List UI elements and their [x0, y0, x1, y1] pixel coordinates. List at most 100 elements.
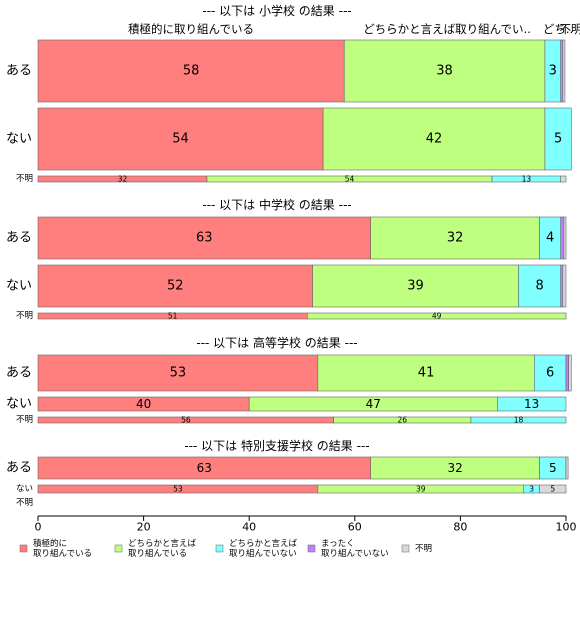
- data-label: 40: [136, 397, 151, 411]
- bar-segment: [562, 264, 567, 308]
- bar-segment: [539, 484, 567, 494]
- data-label: 3: [549, 64, 557, 79]
- bar-segment: [37, 354, 319, 392]
- data-label: 52: [167, 279, 184, 294]
- data-label: 54: [172, 132, 189, 147]
- data-label: 8: [535, 279, 543, 294]
- data-label: 58: [183, 64, 200, 79]
- data-label: 3: [529, 485, 534, 494]
- bar-segment: [560, 216, 565, 260]
- legend-label: まったく: [321, 539, 355, 549]
- legend-swatch: [307, 544, 316, 553]
- data-label: 49: [432, 312, 442, 321]
- bar-segment: [370, 216, 540, 260]
- bar-segment: [306, 312, 567, 320]
- bar-row-label: 不明: [16, 174, 33, 184]
- data-label: 47: [366, 397, 381, 411]
- top-label: 不明: [560, 22, 580, 36]
- data-label: 63: [196, 231, 213, 246]
- bar-segment: [560, 175, 567, 183]
- legend-label: 取り組んでいる: [128, 548, 187, 559]
- top-label: どち..: [543, 22, 573, 36]
- bar-segment: [343, 39, 546, 103]
- data-label: 53: [173, 485, 183, 494]
- data-label: 5: [554, 132, 562, 147]
- legend-swatch: [114, 544, 123, 553]
- data-label: 32: [447, 461, 462, 475]
- legend-swatch: [19, 544, 28, 553]
- bar-row-label: 不明: [16, 415, 33, 425]
- legend-swatch: [401, 544, 410, 553]
- group-title: --- 以下は 高等学校 の結果 ---: [196, 335, 357, 350]
- bar-segment: [565, 354, 569, 392]
- data-label: 26: [398, 416, 408, 425]
- top-label: 積極的に取り組んでいる: [128, 22, 254, 36]
- bar-segment: [37, 264, 313, 308]
- bar-segment: [565, 456, 569, 480]
- bar-row-label: 不明: [16, 498, 33, 508]
- legend-label: どちらかと言えば: [229, 538, 298, 549]
- legend-label: 取り組んでいる: [33, 548, 92, 559]
- data-label: 32: [118, 175, 128, 184]
- bar-segment: [312, 264, 519, 308]
- bar-row-label: ある: [6, 366, 32, 381]
- group-title: --- 以下は 小学校 の結果 ---: [202, 3, 351, 18]
- bar-segment: [37, 107, 324, 171]
- data-label: 54: [345, 175, 355, 184]
- x-tick-label: 100: [556, 521, 577, 534]
- data-label: 13: [524, 397, 539, 411]
- bar-segment: [563, 216, 567, 260]
- data-label: 39: [416, 485, 426, 494]
- bar-row-label: ある: [6, 64, 32, 79]
- data-label: 5: [550, 485, 555, 494]
- bar-row-label: ない: [6, 397, 32, 412]
- data-label: 32: [447, 231, 464, 246]
- data-label: 63: [197, 461, 212, 475]
- bar-segment: [560, 39, 564, 103]
- legend-swatch: [215, 544, 224, 553]
- data-label: 6: [546, 366, 554, 381]
- bar-segment: [317, 354, 535, 392]
- x-tick-label: 40: [242, 521, 256, 534]
- x-tick-label: 80: [453, 521, 467, 534]
- data-label: 18: [514, 416, 524, 425]
- data-label: 13: [522, 175, 532, 184]
- data-label: 56: [181, 416, 191, 425]
- x-tick-label: 20: [137, 521, 151, 534]
- group-title: --- 以下は 特別支援学校 の結果 ---: [184, 438, 369, 453]
- bar-row-label: ない: [16, 484, 33, 494]
- group-title: --- 以下は 中学校 の結果 ---: [202, 197, 351, 212]
- data-label: 41: [418, 366, 435, 381]
- data-label: 38: [436, 64, 453, 79]
- legend-label: 取り組んでいない: [229, 548, 297, 559]
- bar-row-label: ない: [6, 132, 32, 147]
- legend-label: 積極的に: [33, 538, 67, 549]
- data-label: 53: [170, 366, 187, 381]
- bar-row-label: ある: [6, 231, 32, 246]
- legend-label: 不明: [415, 544, 432, 554]
- top-label: どちらかと言えば取り組んでい..: [363, 22, 531, 36]
- data-label: 4: [546, 231, 554, 246]
- bar-segment: [562, 39, 566, 103]
- bar-segment: [37, 216, 371, 260]
- bar-segment: [560, 264, 564, 308]
- x-tick-label: 60: [348, 521, 362, 534]
- bar-row-label: 不明: [16, 311, 33, 321]
- bar-segment: [568, 354, 572, 392]
- bar-segment: [497, 396, 567, 412]
- bar-segment: [534, 354, 567, 392]
- legend-label: 取り組んでいない: [321, 548, 389, 559]
- bar-segment: [518, 264, 562, 308]
- bar-row-label: ない: [6, 279, 32, 294]
- data-label: 5: [549, 461, 557, 475]
- legend-label: どちらかと言えば: [128, 538, 197, 549]
- bar-segment: [322, 107, 546, 171]
- bar-segment: [470, 416, 567, 424]
- data-label: 39: [407, 279, 424, 294]
- bar-segment: [544, 107, 572, 171]
- data-label: 42: [426, 132, 443, 147]
- x-tick-label: 0: [35, 521, 42, 534]
- bar-row-label: ある: [6, 461, 32, 476]
- data-label: 51: [168, 312, 178, 321]
